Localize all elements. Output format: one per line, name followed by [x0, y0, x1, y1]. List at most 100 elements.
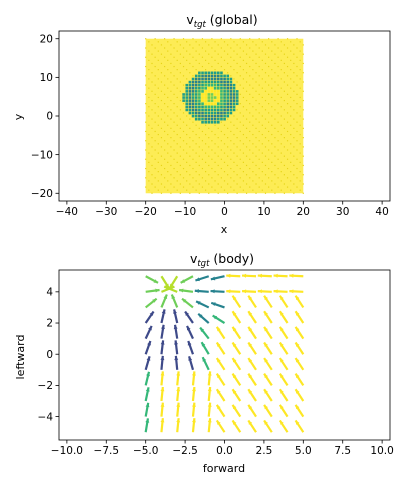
- global-arrow: [145, 186, 147, 188]
- body-ytick-label: 4: [46, 287, 53, 299]
- global-arrow: [227, 146, 229, 148]
- global-arrow: [201, 114, 204, 118]
- global-arrow: [277, 177, 279, 179]
- global-arrow: [157, 87, 159, 89]
- global-arrow: [274, 53, 276, 55]
- global-arrow: [189, 127, 191, 129]
- global-arrow: [264, 127, 267, 129]
- global-arrow: [204, 74, 207, 78]
- global-arrow: [164, 149, 166, 151]
- global-arrow: [299, 180, 301, 182]
- global-arrow: [229, 99, 233, 102]
- global-arrow: [179, 81, 181, 83]
- global-arrow: [191, 108, 195, 112]
- body-arrow-head: [173, 309, 177, 314]
- global-arrow: [220, 80, 223, 84]
- global-arrow: [258, 130, 260, 133]
- global-arrow: [167, 50, 169, 52]
- global-arrow: [299, 171, 301, 173]
- global-arrow: [280, 96, 282, 99]
- body-arrow-head: [295, 404, 300, 410]
- global-arrow: [280, 106, 282, 108]
- global-arrow: [239, 167, 241, 170]
- global-arrow: [207, 80, 211, 84]
- global-arrow: [179, 118, 181, 120]
- global-arrow: [182, 84, 185, 86]
- global-arrow: [207, 105, 211, 109]
- global-arrow: [236, 183, 238, 185]
- global-arrow: [192, 167, 194, 170]
- global-arrow: [249, 47, 251, 49]
- global-arrow: [207, 86, 211, 90]
- global-arrow: [157, 143, 159, 145]
- global-arrow: [151, 44, 153, 46]
- global-arrow: [223, 152, 226, 154]
- global-arrow: [290, 171, 292, 173]
- global-arrow: [192, 177, 194, 179]
- global-arrow: [252, 124, 254, 126]
- global-arrow: [245, 155, 248, 157]
- global-arrow: [154, 167, 156, 170]
- body-arrow-head: [273, 273, 278, 278]
- global-arrow: [198, 155, 200, 157]
- global-arrow: [191, 99, 195, 102]
- global-arrow: [182, 96, 185, 99]
- body-arrow-head: [232, 295, 237, 301]
- global-arrow: [271, 161, 273, 163]
- global-arrow: [164, 47, 166, 49]
- global-arrow: [293, 81, 295, 83]
- global-arrow: [157, 161, 159, 163]
- body-arrow-head: [295, 373, 300, 379]
- global-arrow: [293, 192, 295, 194]
- global-arrow: [229, 90, 233, 93]
- global-arrow: [229, 96, 233, 99]
- body-arrow-head: [232, 311, 237, 316]
- global-arrow: [151, 62, 153, 65]
- global-arrow: [236, 174, 238, 176]
- body-xtick-label: −7.5: [94, 445, 120, 457]
- global-arrow: [252, 106, 254, 108]
- global-arrow: [151, 127, 153, 129]
- global-arrow: [154, 140, 156, 142]
- global-arrow: [286, 186, 289, 188]
- global-arrow: [214, 180, 216, 182]
- global-arrow: [208, 44, 210, 46]
- global-arrow: [182, 158, 185, 160]
- global-arrow: [299, 96, 301, 99]
- global-arrow: [170, 99, 172, 102]
- global-arrow: [268, 130, 270, 133]
- global-arrow: [220, 99, 223, 102]
- global-arrow: [249, 177, 251, 179]
- global-arrow: [245, 137, 248, 139]
- body-arrow-head: [201, 342, 206, 347]
- global-arrow: [195, 152, 197, 154]
- global-arrow: [210, 99, 214, 102]
- global-arrow: [148, 106, 150, 108]
- global-arrow: [296, 47, 298, 49]
- global-arrow: [188, 99, 192, 102]
- global-arrow: [286, 84, 289, 86]
- global-arrow: [255, 146, 257, 148]
- global-arrow: [223, 83, 226, 87]
- global-arrow: [268, 56, 270, 58]
- global-arrow: [192, 38, 194, 40]
- global-arrow: [204, 152, 207, 154]
- global-arrow: [160, 53, 163, 55]
- global-arrow: [220, 117, 223, 121]
- global-arrow: [290, 41, 292, 43]
- global-arrow: [167, 124, 169, 126]
- global-arrow: [255, 72, 257, 74]
- global-arrow: [261, 69, 263, 71]
- body-arrow-head: [174, 355, 179, 361]
- global-arrow: [182, 177, 185, 179]
- global-arrow: [261, 106, 263, 108]
- global-arrow: [145, 103, 147, 105]
- global-arrow: [239, 75, 241, 77]
- global-arrow: [154, 112, 156, 114]
- global-arrow: [176, 189, 178, 191]
- global-arrow: [226, 90, 230, 93]
- global-arrow: [191, 114, 195, 118]
- global-arrow: [264, 109, 267, 111]
- body-arrow-head: [164, 286, 169, 290]
- global-arrow: [220, 108, 223, 112]
